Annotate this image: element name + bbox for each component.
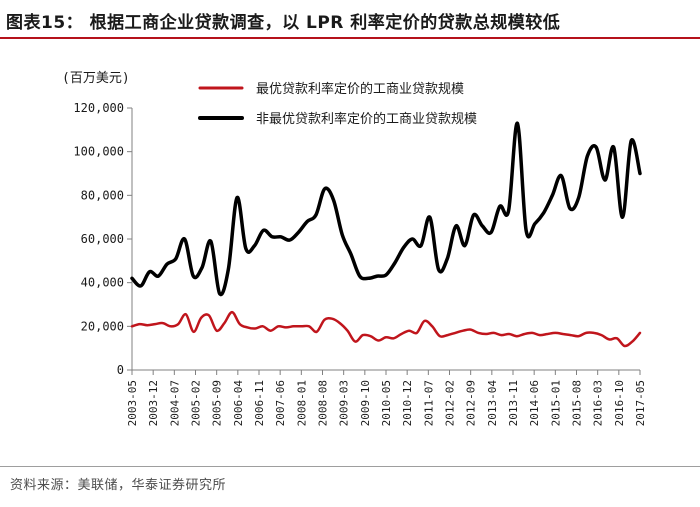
y-axis-unit-label: (百万美元)	[62, 71, 130, 86]
y-tick-label: 20,000	[81, 319, 124, 333]
x-tick-label: 2008-01	[295, 380, 308, 426]
x-tick-label: 2006-04	[232, 380, 245, 427]
x-tick-label: 2014-06	[528, 380, 541, 426]
header-bar: 图表15： 根据工商企业贷款调查，以 LPR 利率定价的贷款总规模较低	[0, 0, 700, 38]
source-note: 资料来源：美联储，华泰证券研究所	[10, 478, 227, 493]
y-tick-label: 120,000	[73, 101, 124, 115]
page-title: 图表15： 根据工商企业贷款调查，以 LPR 利率定价的贷款总规模较低	[6, 13, 561, 33]
footer-rule	[0, 466, 700, 467]
x-tick-label: 2003-12	[147, 380, 160, 426]
x-tick-label: 2004-07	[168, 380, 181, 426]
x-tick-label: 2009-03	[338, 380, 351, 426]
x-tick-label: 2010-12	[401, 380, 414, 426]
x-tick-label: 2016-03	[592, 380, 605, 426]
y-tick-label: 60,000	[81, 232, 124, 246]
line-chart: (百万美元) 0 20,000 40,000 60,000 80,000 100,000 12…	[62, 71, 647, 427]
title-rule	[0, 37, 700, 39]
chart-container: (百万美元) 0 20,000 40,000 60,000 80,000 100,000 12…	[0, 40, 700, 460]
x-tick-label: 2016-10	[613, 380, 626, 426]
x-tick-label: 2009-10	[359, 380, 372, 426]
x-tick-label: 2011-07	[422, 380, 435, 426]
legend-label: 非最优贷款利率定价的工商业贷款规模	[256, 111, 477, 127]
x-tick-label: 2015-08	[571, 380, 584, 426]
x-tick-label: 2010-05	[380, 380, 393, 426]
y-tick-label: 100,000	[73, 145, 124, 159]
y-tick-label: 0	[117, 363, 124, 377]
y-tick-label: 80,000	[81, 188, 124, 202]
x-tick-label: 2005-09	[211, 380, 224, 426]
x-tick-label: 2012-02	[444, 380, 457, 426]
x-tick-label: 2008-08	[317, 380, 330, 426]
x-tick-label: 2015-01	[549, 380, 562, 426]
x-tick-label: 2012-09	[465, 380, 478, 426]
series-line-non-prime-rate	[130, 121, 642, 297]
x-tick-label: 2013-04	[486, 380, 499, 427]
legend-label: 最优贷款利率定价的工商业贷款规模	[256, 81, 464, 97]
x-tick-label: 2005-02	[190, 380, 203, 426]
x-tick-label: 2006-11	[253, 380, 266, 426]
y-tick-label: 40,000	[81, 276, 124, 290]
x-tick-label: 2003-05	[126, 380, 139, 426]
x-tick-label: 2013-11	[507, 380, 520, 426]
series-line-prime-rate	[130, 310, 642, 348]
x-tick-label: 2007-06	[274, 380, 287, 426]
x-tick-label: 2017-05	[634, 380, 647, 426]
